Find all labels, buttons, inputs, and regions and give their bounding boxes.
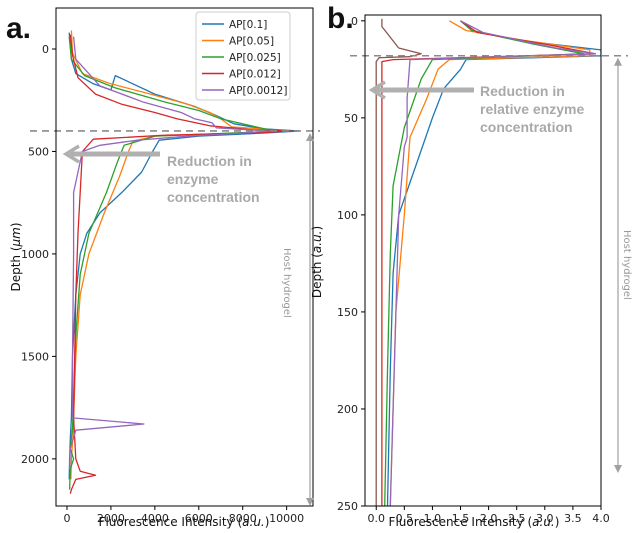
panel-a-reduction-arrow (62, 144, 160, 164)
y-tick-label: 200 (337, 403, 358, 416)
panel-a-annotation: Reduction in enzyme concentration (167, 153, 260, 205)
x-tick-label: 2.0 (480, 512, 498, 525)
panel-a-chart: 0 2000 4000 6000 8000 10000 0 500 1000 1500 2000 A… (9, 7, 320, 529)
panel-a-y-axis-label: Depth (μm) (9, 222, 23, 291)
panel-b-host-hydrogel-label: Host hydrogel (621, 230, 632, 300)
panel-a-ticks: 0 2000 4000 6000 8000 10000 0 500 1000 1500 2000 (21, 43, 304, 525)
panel-b-x-axis-label: Fluorescence Intensity (a.u.) (389, 515, 560, 529)
x-tick-label: 0.0 (367, 512, 385, 525)
series-line-3 (384, 20, 585, 506)
legend: AP[0.1] AP[0.05] AP[0.025] AP[0.012] AP[0.00… (195, 11, 291, 101)
y-tick-label: 1500 (21, 350, 49, 363)
y-tick-label: 2000 (21, 453, 49, 466)
panel-b-series (375, 18, 601, 506)
legend-item: AP[0.025] (229, 52, 281, 64)
panel-b-frame (364, 14, 602, 507)
x-tick-label: 2000 (97, 512, 125, 525)
y-tick-label: 1000 (21, 248, 49, 261)
series-line-5 (68, 36, 270, 470)
legend-item: AP[0.1] (229, 19, 267, 31)
x-tick-label: 1.0 (424, 512, 442, 525)
y-tick-label: 500 (28, 145, 49, 158)
panel-b-chart: 0.0 0.5 1.0 1.5 2.0 2.5 3.0 3.5 4.0 0 50 100 150 200 2… (310, 14, 632, 529)
panel-b-y-axis-label: Depth (a.u.) (310, 226, 324, 298)
series-line-5 (389, 20, 597, 506)
panel-b-annotation: Reduction in relative enzyme concentrati… (480, 83, 588, 135)
panel-b-host-hydrogel-span (614, 57, 622, 474)
panel-a-series (68, 30, 301, 494)
y-tick-label: 50 (344, 112, 358, 125)
series-line-4 (69, 34, 292, 494)
x-tick-label: 6000 (185, 512, 213, 525)
series-line-1 (68, 32, 301, 480)
x-tick-label: 8000 (229, 512, 257, 525)
x-tick-label: 3.5 (564, 512, 582, 525)
x-tick-label: 3.0 (536, 512, 554, 525)
panel-a-letter: a. (6, 12, 31, 45)
panel-b-reduction-arrow (368, 80, 474, 100)
y-tick-label: 0 (42, 43, 49, 56)
y-tick-label: 0 (351, 15, 358, 28)
legend-item: AP[0.05] (229, 35, 274, 47)
series-line-3 (68, 36, 288, 490)
y-tick-label: 150 (337, 306, 358, 319)
panel-a-frame (55, 7, 314, 507)
panel-b-letter: b. (327, 2, 354, 35)
legend-item: AP[0.012] (229, 68, 281, 80)
x-tick-label: 4.0 (592, 512, 610, 525)
y-tick-label: 100 (337, 209, 358, 222)
x-tick-label: 1.5 (452, 512, 470, 525)
x-tick-label: 4000 (141, 512, 169, 525)
panel-a-host-hydrogel-span (306, 132, 314, 506)
panel-a-host-hydrogel-label: Host hydrogel (281, 248, 292, 318)
panel-b-ticks: 0.0 0.5 1.0 1.5 2.0 2.5 3.0 3.5 4.0 0 50 100 150 200 2… (337, 15, 610, 525)
x-tick-label: 0 (63, 512, 70, 525)
legend-item: AP[0.0012] (229, 85, 287, 97)
x-tick-label: 0.5 (396, 512, 414, 525)
panel-a-x-axis-label: Fluorescence Intensity (a.u.) (99, 515, 270, 529)
x-tick-label: 10000 (269, 512, 304, 525)
x-tick-label: 2.5 (508, 512, 526, 525)
y-tick-label: 250 (337, 500, 358, 513)
